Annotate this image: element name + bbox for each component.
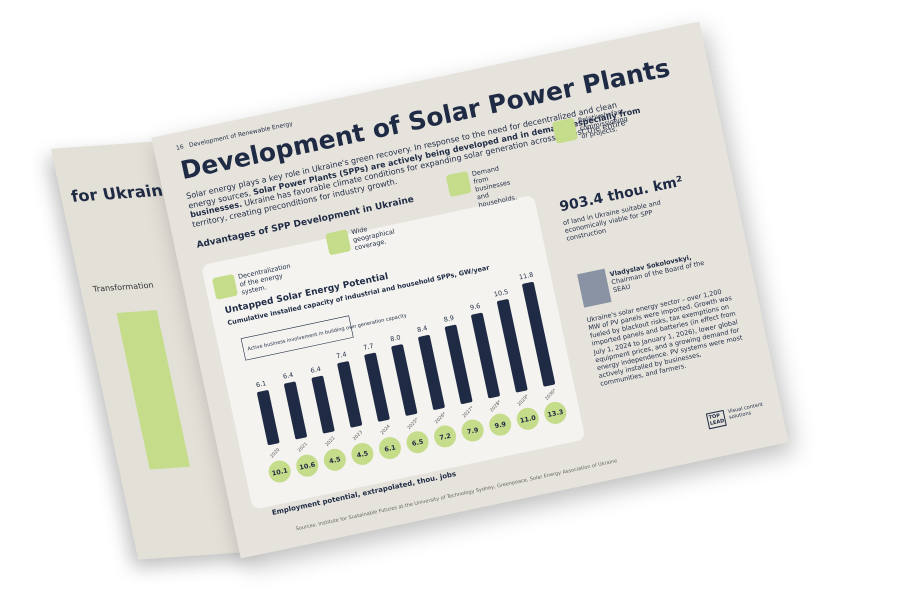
bar — [337, 361, 363, 428]
bar-label: 11.8 — [518, 271, 534, 282]
jobs-marker — [406, 431, 429, 454]
photo — [577, 268, 612, 308]
jobs-label: 4.5 — [328, 455, 341, 465]
jobs-marker — [268, 460, 291, 483]
jobs-marker — [351, 442, 374, 465]
bar-label: 7.7 — [363, 342, 375, 352]
bar — [364, 352, 390, 422]
bar — [311, 375, 335, 434]
bar-label: 6.4 — [282, 371, 294, 381]
x-tick-label: 2026* — [434, 410, 448, 425]
jobs-marker — [461, 419, 484, 442]
jobs-marker — [323, 448, 346, 471]
jobs-label: 7.9 — [466, 426, 479, 436]
jobs-marker — [489, 413, 512, 436]
bar-label: 9.6 — [469, 302, 481, 312]
bar — [284, 381, 307, 440]
bar — [497, 299, 528, 393]
jobs-label: 6.1 — [384, 443, 397, 453]
advantage-icon — [445, 170, 472, 198]
advantage-icon — [211, 273, 239, 300]
jobs-marker — [296, 454, 319, 477]
x-tick-label: 2022 — [324, 435, 336, 448]
jobs-label: 4.5 — [356, 449, 369, 459]
x-tick-label: 2024 — [379, 423, 391, 436]
bar-label: 7.4 — [336, 350, 348, 360]
bar — [444, 324, 473, 405]
logo-text: Visual content solutions — [727, 401, 764, 421]
left-section: Transformation — [92, 280, 155, 294]
logo-mark: TOP LEAD — [705, 409, 727, 430]
annotation: Active business involvement in building … — [247, 313, 407, 353]
x-tick-label: 2020 — [269, 447, 281, 460]
jobs-label: 13.3 — [547, 408, 564, 419]
jobs-label: 11.0 — [519, 414, 537, 425]
advantage-icon — [325, 229, 352, 256]
jobs-marker — [516, 407, 539, 430]
annotation-box — [240, 315, 354, 361]
jobs-label: 10.6 — [299, 460, 317, 471]
bar-label: 8.9 — [443, 314, 455, 324]
logo: TOP LEAD Visual content solutions — [705, 398, 783, 430]
jobs-label: 7.2 — [439, 432, 452, 442]
bar-label: 10.5 — [493, 288, 509, 299]
bar — [522, 281, 556, 387]
x-tick-label: 2025* — [406, 416, 420, 431]
jobs-marker — [378, 437, 401, 460]
page: 16 Development of Renewable Energy Devel… — [151, 21, 789, 559]
jobs-marker — [544, 401, 567, 424]
bar — [418, 335, 445, 410]
bar-label: 6.1 — [255, 379, 267, 389]
bar — [391, 344, 418, 416]
left-title: for Ukraine — [69, 180, 176, 206]
jobs-label: 9.9 — [494, 420, 507, 430]
x-tick-label: 2029* — [516, 393, 530, 408]
x-tick-label: 2021 — [297, 441, 309, 454]
advantage-icon — [551, 117, 579, 144]
x-tick-label: 2028* — [489, 399, 503, 414]
bar-label: 8.4 — [416, 324, 428, 334]
x-tick-label: 2030* — [544, 387, 558, 402]
bar-label: 8.0 — [390, 333, 402, 343]
bar-label: 6.4 — [310, 365, 322, 375]
advantage-text: Demand from businesses and households. — [471, 164, 518, 210]
chart-box: Untapped Solar Energy Potential Cumulati… — [201, 194, 586, 510]
x-tick-label: 2023 — [352, 429, 364, 442]
bar — [257, 390, 280, 446]
bar — [471, 312, 500, 399]
page-number: 16 — [175, 143, 185, 152]
jobs-label: 6.5 — [411, 438, 424, 448]
left-graphic — [116, 310, 191, 470]
jobs-marker — [434, 425, 457, 448]
jobs-label: 10.1 — [271, 466, 289, 477]
x-tick-label: 2027* — [461, 405, 475, 420]
chart: Untapped Solar Energy Potential Cumulati… — [224, 263, 567, 483]
